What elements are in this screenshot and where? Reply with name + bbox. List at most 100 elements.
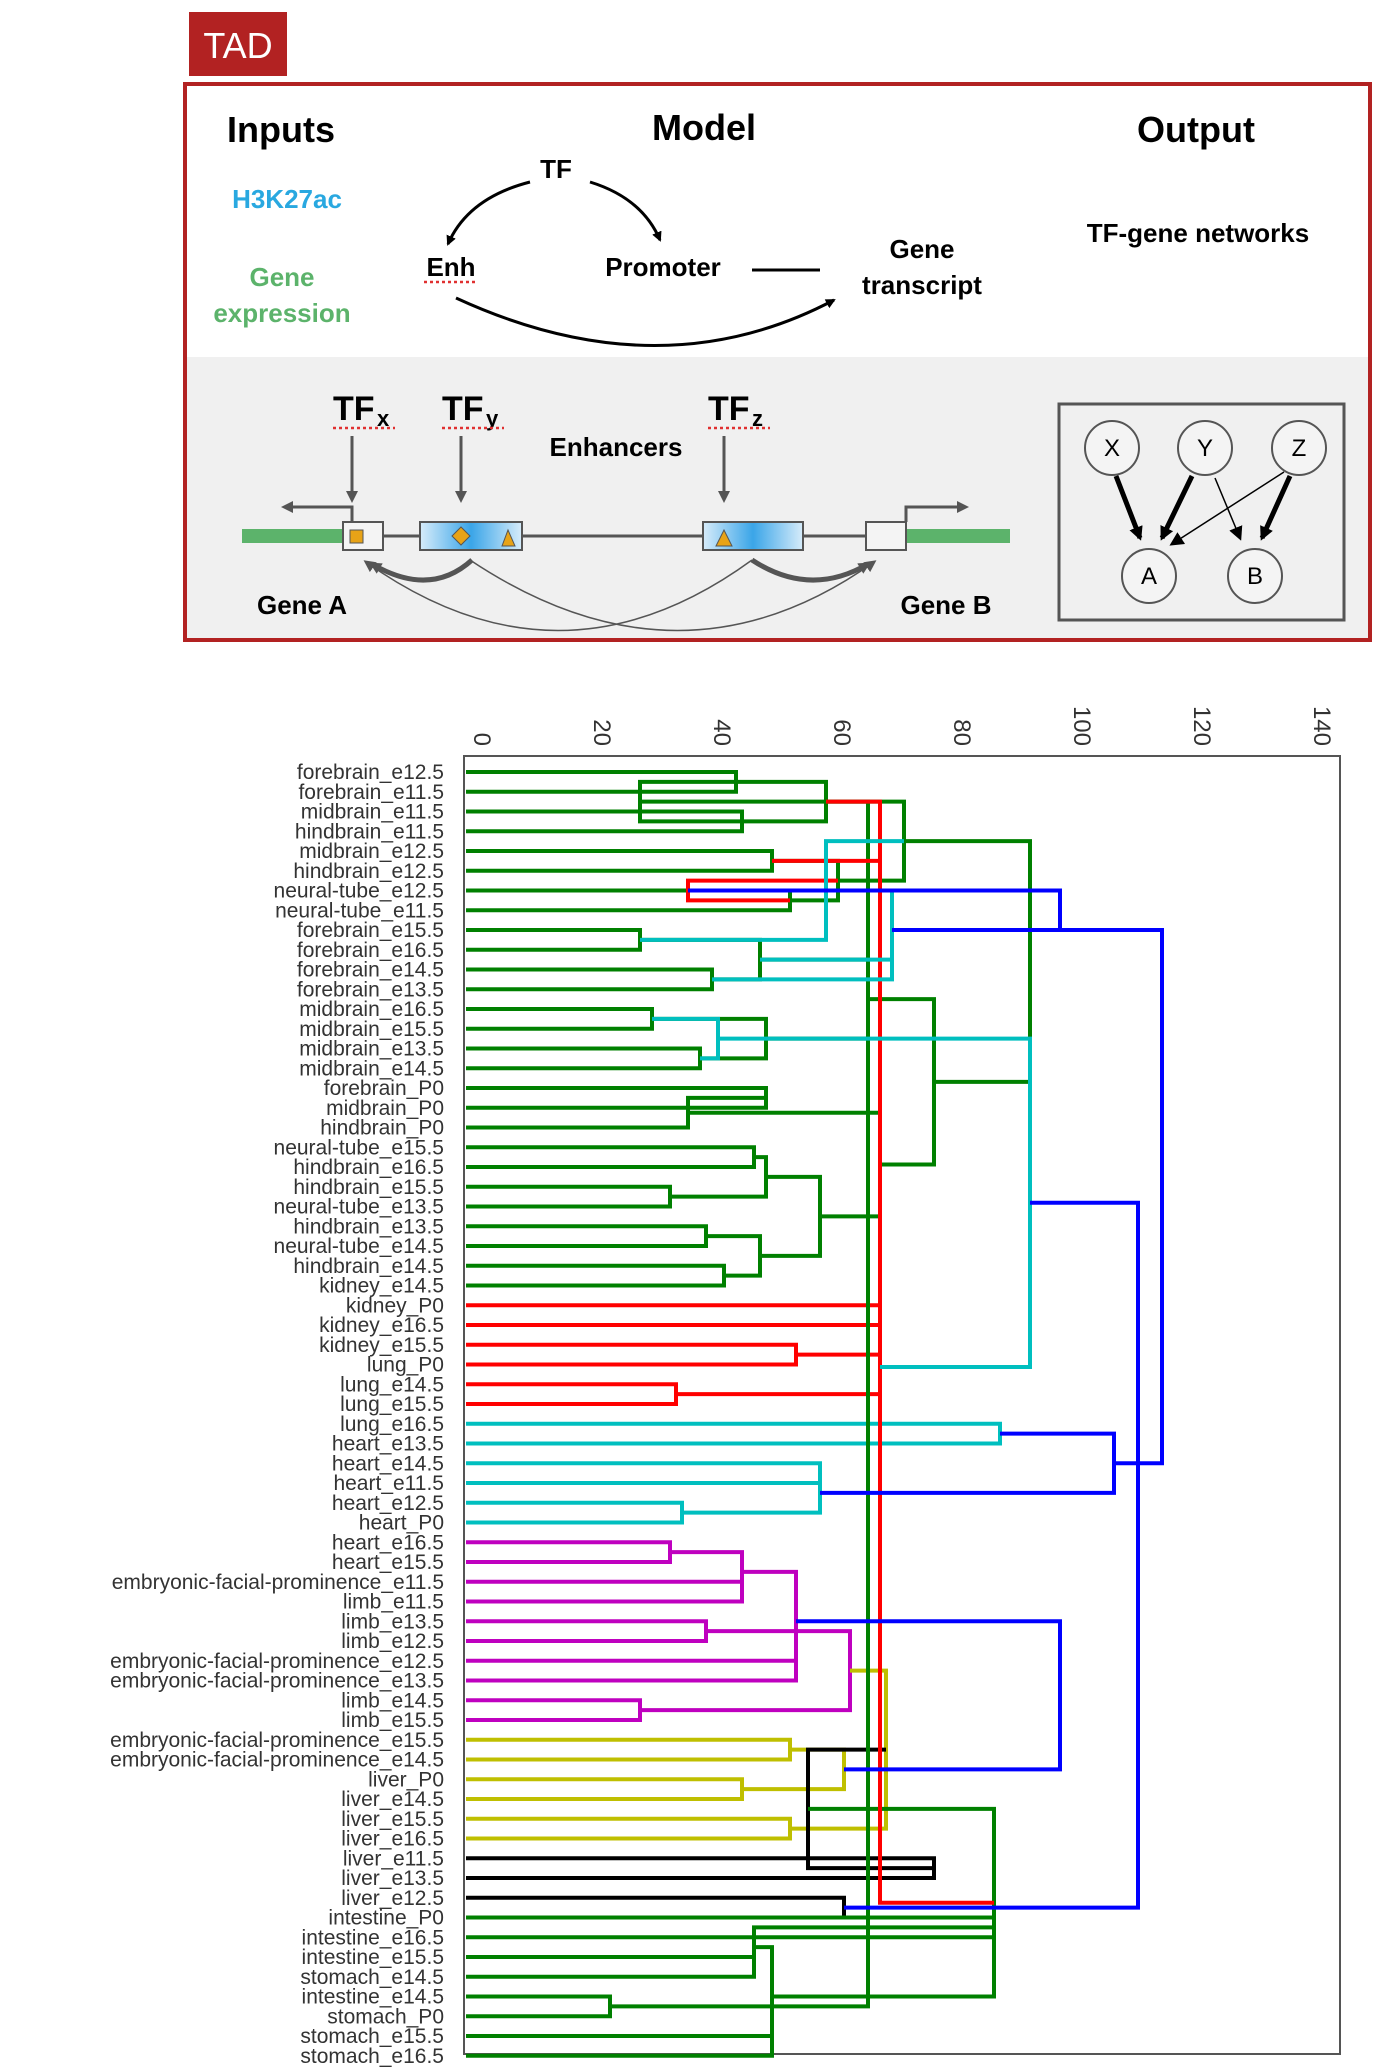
leaf-label: lung_e15.5 <box>340 1393 444 1416</box>
leaf-label: embryonic-facial-prominence_e13.5 <box>110 1670 444 1693</box>
leaf-label: heart_e11.5 <box>333 1472 444 1495</box>
leaf-label: forebrain_P0 <box>324 1077 444 1100</box>
enhancer-1-triangle-site <box>501 528 516 547</box>
enhancers-label: Enhancers <box>550 432 683 462</box>
dendrogram: 0 20 40 60 80 100 120 140 forebrain_e12.5forebr… <box>110 706 1341 2067</box>
leaf-label: liver_e13.5 <box>341 1867 444 1890</box>
leaf-label: liver_e11.5 <box>343 1847 444 1870</box>
dendrogram-link <box>466 1145 756 1169</box>
input-expression: expression <box>213 298 350 328</box>
dendrogram-link <box>466 967 714 992</box>
gene-b-label: Gene B <box>900 590 991 620</box>
leaf-label: intestine_e14.5 <box>302 1986 444 2009</box>
leaf-label: kidney_P0 <box>346 1294 444 1317</box>
leaf-label: hindbrain_e16.5 <box>293 1156 444 1179</box>
dendrogram-link <box>676 1352 882 1397</box>
axis-tick-label: 140 <box>1308 706 1335 746</box>
edge-x-a <box>1113 475 1143 541</box>
dendrogram-link <box>466 1303 882 1327</box>
input-gene: Gene <box>249 262 314 292</box>
leaf-label: forebrain_e14.5 <box>297 959 444 982</box>
leaf-label: heart_e14.5 <box>332 1452 444 1475</box>
edge-y-a <box>1159 474 1195 541</box>
leaf-label: neural-tube_e15.5 <box>274 1136 444 1159</box>
dendrogram-link <box>868 997 936 1167</box>
node-b-label: B <box>1247 563 1263 590</box>
axis-ticks: 0 20 40 60 80 100 120 140 <box>468 706 1335 746</box>
inputs-title: Inputs <box>227 109 335 150</box>
leaf-label: forebrain_e13.5 <box>297 978 444 1001</box>
leaf-label: hindbrain_e11.5 <box>295 820 444 843</box>
dendrogram-link <box>466 1184 672 1209</box>
network-box: X Y Z A B <box>1057 402 1346 622</box>
leaf-label: neural-tube_e14.5 <box>274 1235 444 1258</box>
leaf-label: hindbrain_e13.5 <box>293 1215 444 1238</box>
dendrogram-link <box>466 1579 744 1604</box>
enhancer-1-diamond-site <box>451 526 471 546</box>
plot-frame <box>463 755 1341 2055</box>
leaf-label: kidney_e14.5 <box>319 1275 444 1298</box>
leaf-label: stomach_e14.5 <box>300 1966 444 1989</box>
node-y-label: Y <box>1197 435 1213 462</box>
loop-enh1-to-gene-b <box>469 559 877 632</box>
leaf-label: midbrain_e16.5 <box>299 998 444 1021</box>
leaf-label: liver_e16.5 <box>341 1828 444 1851</box>
leaf-label: stomach_e16.5 <box>300 2045 444 2067</box>
promoter-b-box <box>865 521 907 551</box>
axis-tick-label: 40 <box>708 719 735 746</box>
dendrogram-link <box>466 1382 678 1406</box>
leaf-label: limb_e13.5 <box>341 1610 444 1633</box>
leaf-label: lung_P0 <box>367 1354 444 1377</box>
tf-x-label: TF <box>333 390 375 428</box>
model-promoter: Promoter <box>605 252 721 282</box>
dendrogram-link <box>878 831 994 1905</box>
node-b <box>1227 548 1283 604</box>
dendrogram-link <box>670 1550 744 1592</box>
dendrogram-link <box>760 957 870 1041</box>
axis-tick-label: 120 <box>1188 706 1215 746</box>
leaf-label: forebrain_e11.5 <box>298 781 444 804</box>
model-title: Model <box>652 107 756 148</box>
leaf-label: midbrain_e12.5 <box>299 840 444 863</box>
dendrogram-link <box>844 1200 1140 1910</box>
dendrogram-link <box>682 1473 822 1515</box>
model-gene: Gene <box>889 234 954 264</box>
tss-b-arrow <box>904 501 969 522</box>
dendrogram-link <box>796 1619 1062 1772</box>
dendrogram-link <box>466 1816 792 1841</box>
dendrogram-link <box>466 1224 708 1248</box>
loop-enh1-to-gene-a <box>369 558 474 583</box>
dendrogram-link <box>754 1945 774 2046</box>
leaf-label: lung_e14.5 <box>340 1373 444 1396</box>
enhancer-2-triangle-site <box>715 528 733 547</box>
promoter-a-site <box>349 529 364 544</box>
leaf-label: stomach_P0 <box>327 2005 444 2028</box>
dendrogram-links <box>466 770 1164 2058</box>
axis-tick-label: 0 <box>468 733 495 746</box>
leaf-label: stomach_e15.5 <box>300 2025 444 2048</box>
leaf-label: limb_e12.5 <box>341 1630 444 1653</box>
leaf-label: kidney_e15.5 <box>319 1334 444 1357</box>
dendrogram-link <box>688 1110 882 1219</box>
leaf-label: midbrain_e11.5 <box>301 801 444 824</box>
dendrogram-link <box>670 1155 768 1199</box>
dendrogram-link <box>760 1174 822 1258</box>
axis-tick-label: 60 <box>828 719 855 746</box>
dendrogram-link <box>742 1569 798 1671</box>
dendrogram-link <box>466 1619 708 1643</box>
tf-y: TF y <box>442 390 504 503</box>
dendrogram-link <box>466 1342 798 1367</box>
output-title: Output <box>1137 109 1255 150</box>
dendrogram-link <box>466 1007 654 1031</box>
tf-x-subscript: x <box>377 406 390 431</box>
dendrogram-link <box>742 1747 846 1792</box>
tf-x: TF x <box>333 390 395 503</box>
dendrogram-link <box>640 937 762 982</box>
dendrogram-link <box>706 1234 762 1278</box>
edge-z-b <box>1259 474 1293 541</box>
dendrogram-link <box>466 1698 642 1722</box>
leaf-label: liver_e14.5 <box>341 1788 444 1811</box>
dendrogram-link <box>466 849 774 873</box>
dendrogram-link <box>466 1263 726 1288</box>
